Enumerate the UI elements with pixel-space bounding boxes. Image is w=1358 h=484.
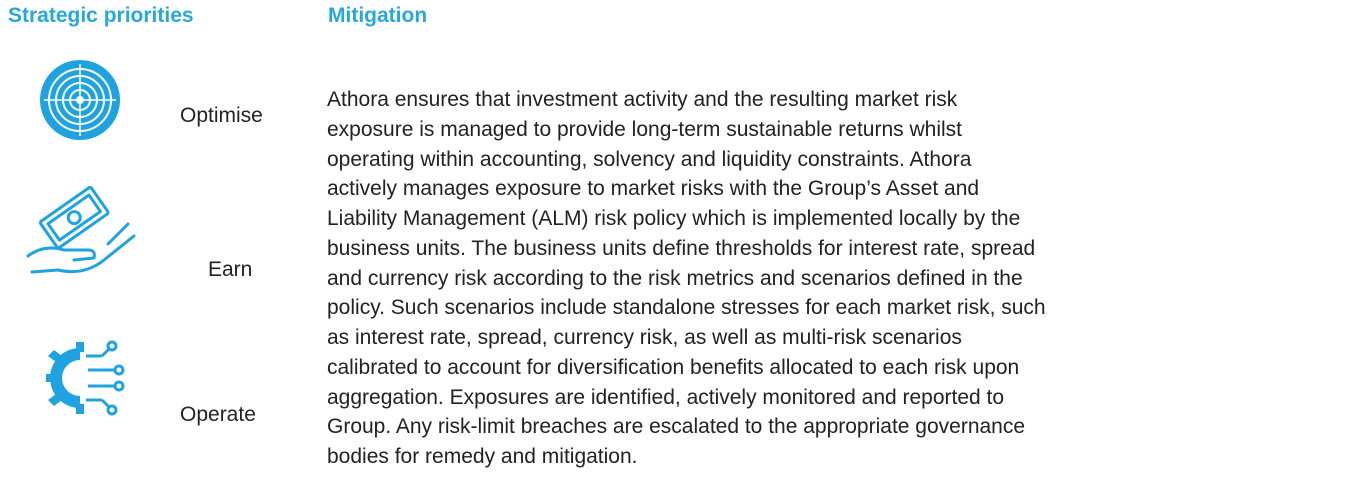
priority-label: Earn xyxy=(208,258,253,281)
text-line: and currency risk according to the risk … xyxy=(327,266,1023,290)
priority-label: Operate xyxy=(180,403,256,426)
column-header: Strategic priorities xyxy=(8,4,194,27)
priority-label: Optimise xyxy=(180,104,263,127)
text-line: policy. Such scenarios include standalon… xyxy=(327,296,1046,320)
text-line: aggregation. Exposures are identified, a… xyxy=(327,385,1005,409)
gear-icon xyxy=(46,340,125,416)
target-icon xyxy=(40,60,120,140)
text-line: calibrated to account for diversificatio… xyxy=(327,355,1020,379)
text-line: exposure is managed to provide long-term… xyxy=(327,117,962,141)
text-line: Athora ensures that investment activity … xyxy=(327,88,958,111)
text-line: Liability Management (ALM) risk policy w… xyxy=(327,207,1021,230)
money-hand-icon xyxy=(26,186,136,274)
column-header: Mitigation xyxy=(328,4,428,27)
text-line: operating within accounting, solvency an… xyxy=(327,147,972,171)
text-line: Group. Any risk-limit breaches are escal… xyxy=(327,415,1026,439)
mitigation-text: Athora ensures that investment activity … xyxy=(327,85,1352,472)
text-line: bodies for remedy and mitigation. xyxy=(327,445,638,468)
text-line: business units. The business units defin… xyxy=(327,236,1036,260)
text-line: as interest rate, spread, currency risk,… xyxy=(327,326,962,349)
text-line: actively manages exposure to market risk… xyxy=(327,177,980,201)
